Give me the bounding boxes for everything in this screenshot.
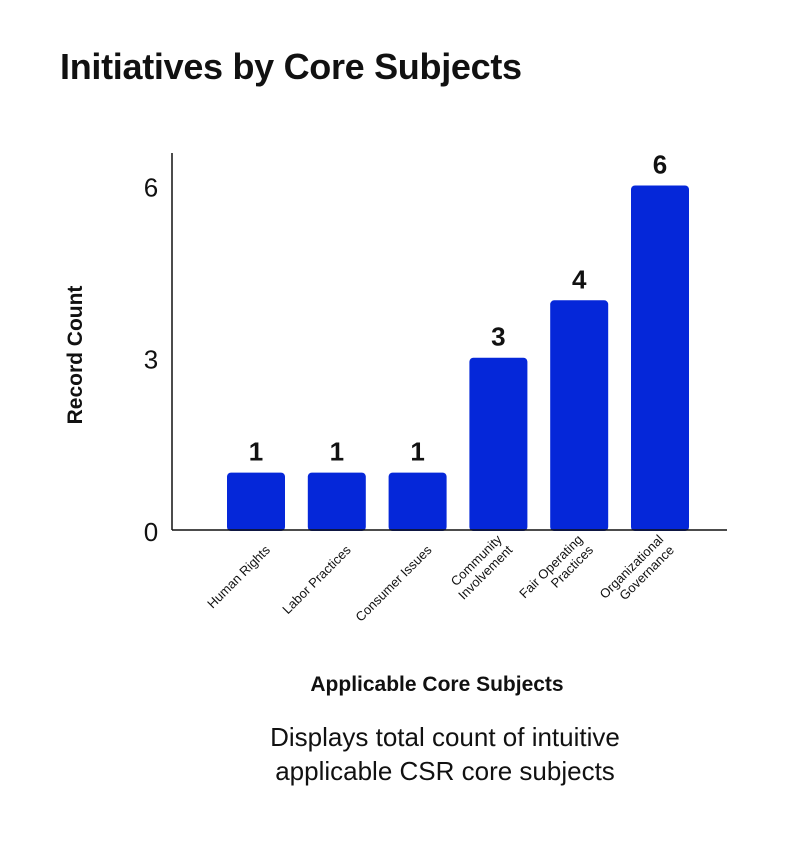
- bar-value-label: 1: [330, 437, 344, 467]
- y-tick-label: 6: [144, 172, 158, 202]
- x-tick-label: Labor Practices: [279, 542, 354, 617]
- bar: [631, 185, 689, 532]
- caption-line-2: applicable CSR core subjects: [275, 756, 615, 786]
- y-tick-label: 3: [144, 345, 158, 375]
- y-tick-label: 0: [144, 517, 158, 547]
- y-axis-label: Record Count: [64, 286, 87, 425]
- bar: [307, 472, 366, 531]
- x-tick-label-line: Human Rights: [204, 542, 273, 611]
- chart-title: Initiatives by Core Subjects: [60, 46, 522, 87]
- bar: [550, 300, 609, 531]
- y-ticks: 0 3 6: [144, 172, 158, 547]
- value-labels: 1 1 1 3 4 6: [249, 149, 667, 466]
- x-tick-label-line: Consumer Issues: [352, 542, 434, 624]
- bar-value-label: 4: [572, 264, 587, 294]
- bar: [469, 357, 528, 531]
- bar: [227, 472, 285, 531]
- x-axis-label: Applicable Core Subjects: [310, 673, 563, 696]
- bar-value-label: 3: [491, 322, 505, 352]
- bar-value-label: 1: [249, 437, 263, 467]
- bar-value-label: 6: [653, 149, 667, 179]
- x-tick-label: Consumer Issues: [352, 542, 434, 624]
- x-tick-label: Human Rights: [204, 542, 273, 611]
- bar-chart: Record Count 0 3 6 1 1 1 3 4 6 Human Rights Labo…: [64, 149, 727, 696]
- x-axis-title: Applicable Core Subjects: [310, 673, 563, 696]
- bar-value-label: 1: [410, 437, 424, 467]
- chart-caption: Displays total count of intuitive applic…: [160, 720, 730, 788]
- x-tick-label-line: Labor Practices: [279, 542, 354, 617]
- bar: [388, 472, 447, 531]
- y-axis-title: Record Count: [64, 286, 87, 425]
- caption-line-1: Displays total count of intuitive: [270, 722, 620, 752]
- bars: [227, 185, 689, 532]
